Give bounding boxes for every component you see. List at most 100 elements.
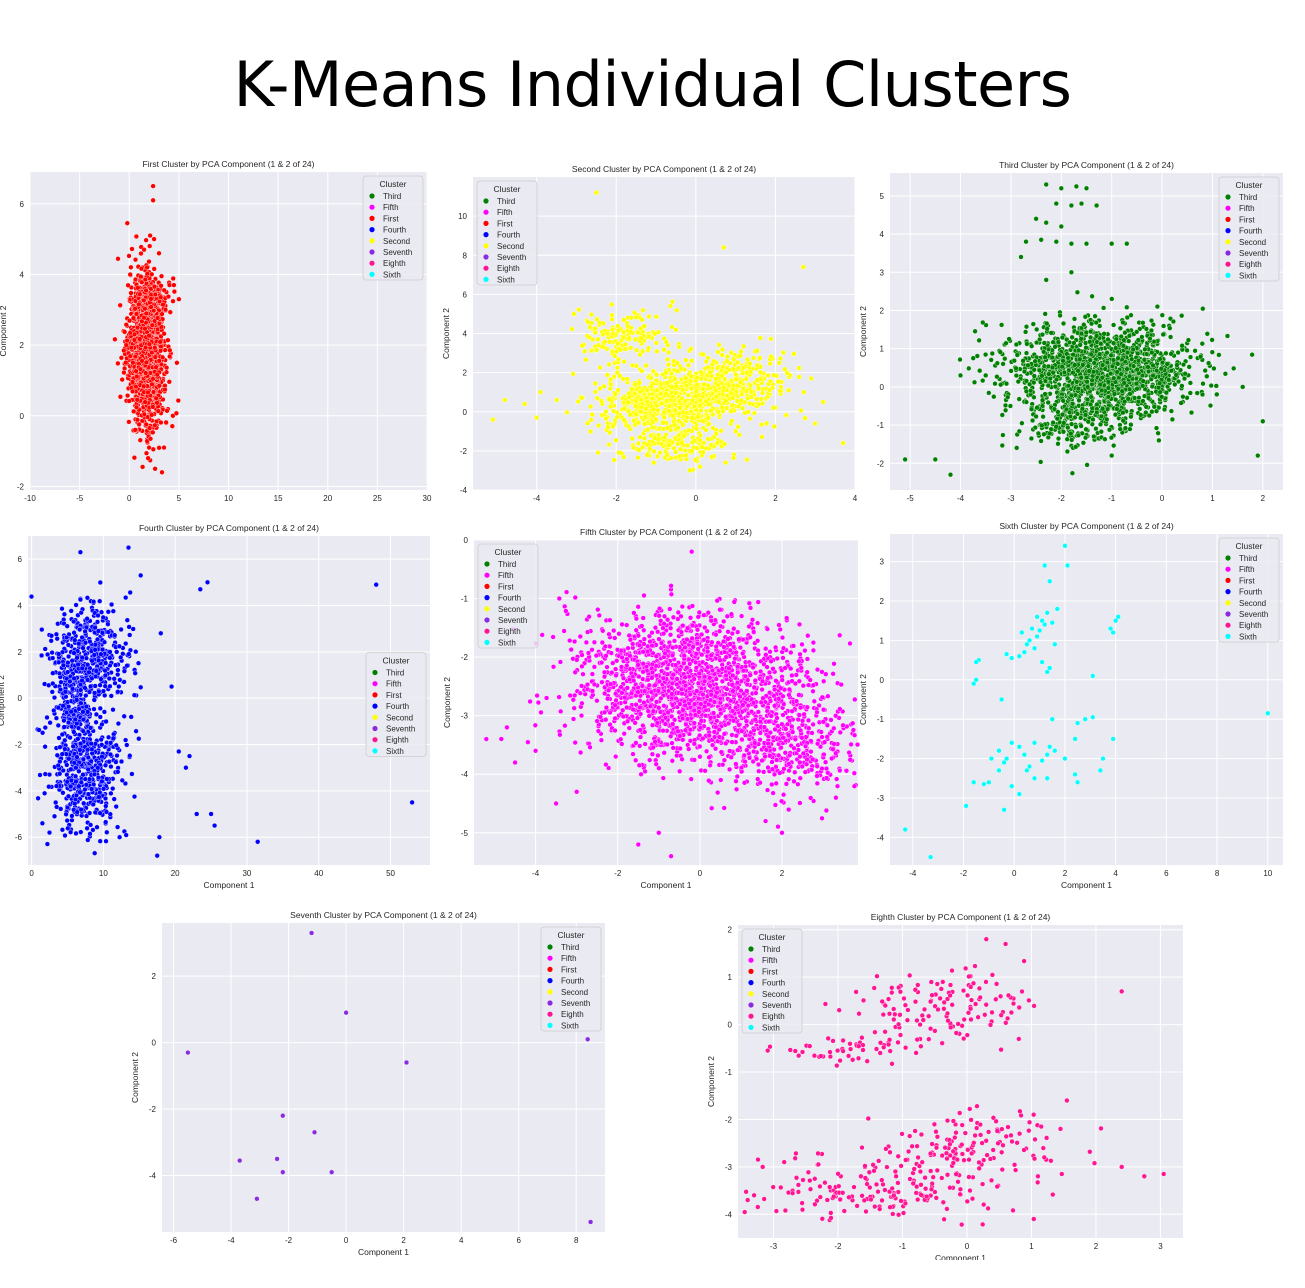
data-point xyxy=(614,369,620,376)
data-point xyxy=(641,435,648,441)
data-point xyxy=(902,456,908,463)
data-point xyxy=(1073,183,1080,190)
data-point xyxy=(661,414,667,421)
y-axis-label: Component 2 xyxy=(441,308,451,359)
data-point xyxy=(1099,375,1105,381)
data-point xyxy=(148,296,154,302)
data-point xyxy=(147,243,153,249)
scatter-points xyxy=(28,544,415,859)
data-point xyxy=(49,689,55,695)
data-point xyxy=(1031,367,1037,373)
data-point xyxy=(1213,383,1219,389)
legend: ClusterThirdFifthFirstFourthSecondSevent… xyxy=(362,175,424,281)
data-point xyxy=(1159,359,1166,366)
data-point xyxy=(575,398,581,405)
data-point xyxy=(759,434,765,440)
data-point xyxy=(1034,326,1040,333)
data-point xyxy=(1078,331,1085,337)
data-point xyxy=(657,450,663,456)
data-point xyxy=(1093,320,1099,326)
data-point xyxy=(667,303,674,309)
data-point xyxy=(173,410,180,416)
data-point xyxy=(688,373,694,380)
data-point xyxy=(1143,404,1149,410)
data-point xyxy=(983,352,989,358)
data-point xyxy=(1094,333,1100,339)
data-point xyxy=(668,390,675,396)
x-tick-label: 5 xyxy=(177,494,182,503)
data-point xyxy=(1079,406,1086,412)
data-point xyxy=(724,354,730,360)
data-point xyxy=(646,313,652,320)
data-point xyxy=(1042,311,1048,317)
data-point xyxy=(664,380,670,386)
data-point xyxy=(615,387,621,393)
data-point xyxy=(137,437,143,443)
data-point xyxy=(170,413,176,419)
data-point xyxy=(748,389,754,395)
legend-entry: First xyxy=(383,214,399,223)
data-point xyxy=(579,343,585,349)
data-point xyxy=(609,301,615,308)
data-point xyxy=(700,449,706,455)
data-point xyxy=(143,287,149,294)
data-point xyxy=(645,426,651,433)
data-point xyxy=(150,183,156,189)
data-point xyxy=(743,376,750,382)
data-point xyxy=(1143,410,1149,416)
data-point xyxy=(697,402,703,409)
data-point xyxy=(694,426,700,432)
data-point xyxy=(625,399,631,405)
y-tick-label: 3 xyxy=(880,268,885,277)
data-point xyxy=(143,310,149,317)
data-point xyxy=(142,306,148,312)
data-point xyxy=(637,434,643,440)
data-point xyxy=(754,377,760,383)
data-point xyxy=(980,319,986,326)
legend-marker xyxy=(1225,228,1231,234)
data-point xyxy=(641,323,648,329)
data-point xyxy=(694,388,700,394)
data-point xyxy=(1113,345,1119,351)
data-point xyxy=(124,220,130,226)
data-point xyxy=(721,244,727,251)
data-point xyxy=(703,359,709,365)
data-point xyxy=(1204,373,1210,379)
data-point xyxy=(1043,220,1049,226)
legend-marker xyxy=(483,220,489,226)
data-point xyxy=(1135,399,1142,405)
data-point xyxy=(744,457,750,463)
data-point xyxy=(689,415,695,421)
data-point xyxy=(1102,366,1108,372)
scatter-points xyxy=(490,190,846,474)
data-point xyxy=(170,298,176,304)
data-point xyxy=(589,412,595,418)
data-point xyxy=(635,455,641,461)
data-point xyxy=(54,636,60,642)
data-point xyxy=(1083,426,1089,432)
data-point xyxy=(621,359,627,365)
data-point xyxy=(1051,406,1058,412)
data-point xyxy=(133,368,139,374)
data-point xyxy=(697,464,703,470)
data-point xyxy=(677,446,684,452)
data-point xyxy=(767,361,773,367)
data-point xyxy=(158,283,164,289)
data-point xyxy=(621,317,627,323)
data-point xyxy=(1069,421,1075,427)
legend-entry: Seventh xyxy=(383,248,412,257)
data-point xyxy=(1005,394,1011,400)
legend-entry: Eighth xyxy=(1239,260,1262,269)
data-point xyxy=(694,375,700,381)
data-point xyxy=(719,404,725,411)
data-point xyxy=(156,383,162,389)
data-point xyxy=(1021,369,1028,375)
data-point xyxy=(1114,406,1120,412)
data-point xyxy=(1122,425,1129,431)
data-point xyxy=(1168,351,1174,357)
data-point xyxy=(1135,358,1142,364)
x-tick-label: 40 xyxy=(314,869,323,878)
data-point xyxy=(651,460,657,466)
data-point xyxy=(1067,409,1073,415)
